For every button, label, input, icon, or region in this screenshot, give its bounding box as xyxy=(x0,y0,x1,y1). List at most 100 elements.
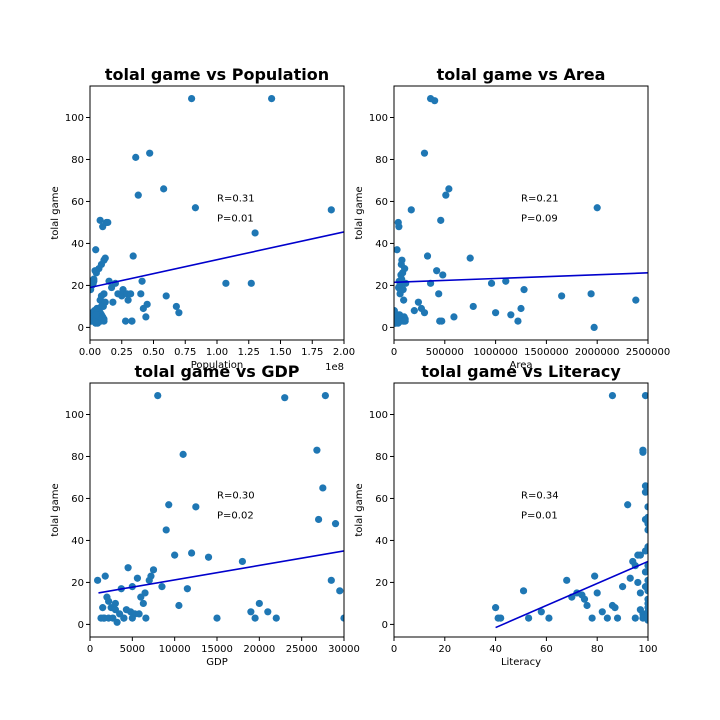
y-tick-label: 80 xyxy=(375,452,388,463)
scatter-point xyxy=(127,290,135,298)
scatter-point xyxy=(608,391,617,400)
scatter-point xyxy=(162,526,170,534)
x-axis-label: Population xyxy=(191,360,244,371)
scatter-point xyxy=(407,206,415,214)
scatter-point xyxy=(158,583,166,591)
scatter-point xyxy=(143,300,151,308)
scatter-point xyxy=(255,599,263,608)
scatter-point xyxy=(399,286,407,294)
correlation-p-label: P=0.01 xyxy=(217,213,254,224)
x-tick-label: 15000 xyxy=(201,644,233,655)
subplot-4: tolal game vs Literacy R=0.34 P=0.01 0 20 40 6… xyxy=(354,362,658,668)
y-tick-label: 20 xyxy=(375,578,388,589)
scatter-point xyxy=(641,391,648,400)
scatter-point xyxy=(636,606,644,614)
scatter-point xyxy=(251,614,259,622)
scatter-point xyxy=(111,606,119,614)
scatter-point xyxy=(128,317,136,325)
scatter-point xyxy=(492,309,500,317)
scatter-point xyxy=(563,576,571,584)
x-tick-label: 0.00 xyxy=(79,347,101,358)
x-axis-label: GDP xyxy=(206,657,227,668)
scatter-point xyxy=(139,599,147,608)
scatter-point xyxy=(94,576,102,584)
x-tick-label: 2500000 xyxy=(626,347,671,358)
scatter-point xyxy=(590,323,598,332)
scatter-point xyxy=(537,608,545,616)
scatter-point xyxy=(420,309,429,317)
scatter-point xyxy=(313,446,321,454)
scatter-point xyxy=(414,298,422,306)
scatter-point xyxy=(100,317,108,325)
scatter-point xyxy=(624,501,632,509)
scatter-point xyxy=(109,298,117,306)
scatter-point xyxy=(507,311,515,319)
scatter-point xyxy=(398,256,406,264)
regression-line xyxy=(98,550,344,594)
scatter-point xyxy=(466,254,474,262)
scatter-point xyxy=(142,614,150,622)
scatter-point xyxy=(213,614,221,622)
scatter-point xyxy=(593,589,601,597)
axes-frame xyxy=(393,382,649,638)
scatter-point xyxy=(401,317,409,325)
scatter-point xyxy=(165,501,173,509)
scatter-point xyxy=(436,317,444,325)
correlation-r-label: R=0.31 xyxy=(217,193,255,204)
scatter-point xyxy=(641,482,648,490)
x-tick-label: 60 xyxy=(540,644,553,655)
scatter-point xyxy=(641,547,648,555)
scatter-point xyxy=(644,562,648,570)
scatter-point xyxy=(394,311,402,319)
scatter-point xyxy=(525,614,533,622)
scatter-point xyxy=(644,526,648,534)
scatter-point xyxy=(179,450,187,458)
scatter-point xyxy=(519,587,528,595)
regression-line xyxy=(495,560,648,629)
scatter-point xyxy=(514,317,522,325)
scatter-point xyxy=(631,614,639,622)
x-axis-label: Literacy xyxy=(501,657,541,668)
x-tick-label: 0.25 xyxy=(111,347,133,358)
regression-line xyxy=(394,272,648,284)
y-tick-label: 0 xyxy=(78,323,84,334)
scatter-point xyxy=(331,520,340,528)
y-tick-label: 20 xyxy=(71,281,84,292)
scatter-point xyxy=(183,585,191,593)
x-tick-label: 2.00 xyxy=(333,347,355,358)
correlation-r-label: R=0.30 xyxy=(217,490,255,501)
scatter-point xyxy=(321,391,329,400)
x-tick-label: 1.50 xyxy=(269,347,291,358)
x-tick-label: 0.75 xyxy=(174,347,196,358)
y-tick-label: 20 xyxy=(375,281,388,292)
chart-title: tolal game vs Literacy xyxy=(421,362,621,381)
scatter-point xyxy=(439,271,447,279)
regression-line xyxy=(90,231,344,289)
correlation-r-label: R=0.34 xyxy=(521,490,559,501)
scatter-point xyxy=(588,614,596,622)
scatter-point xyxy=(141,589,149,597)
scatter-point xyxy=(96,216,104,224)
x-tick-label: 80 xyxy=(591,644,604,655)
x-tick-label: 20000 xyxy=(243,644,275,655)
subplot-3: tolal game vs GDP R=0.30 P=0.02 0 5000 10000 1… xyxy=(50,362,360,668)
x-tick-label: 0 xyxy=(87,644,93,655)
scatter-point xyxy=(593,204,601,212)
y-tick-label: 60 xyxy=(375,494,388,505)
y-tick-label: 60 xyxy=(71,197,84,208)
scatter-point xyxy=(400,296,408,304)
scatter-point xyxy=(175,309,183,317)
scatter-series xyxy=(492,391,648,624)
scatter-point xyxy=(175,601,183,610)
scatter-point xyxy=(558,292,566,300)
scatter-point xyxy=(113,618,121,626)
y-tick-label: 40 xyxy=(71,536,84,547)
scatter-point xyxy=(336,587,344,595)
scatter-point xyxy=(247,279,255,287)
chart-title: tolal game vs Population xyxy=(105,65,329,84)
scatter-point xyxy=(247,608,255,616)
scatter-point xyxy=(204,553,213,561)
scatter-point xyxy=(172,302,180,311)
x-tick-label: 40 xyxy=(489,644,502,655)
scatter-point xyxy=(91,267,99,275)
